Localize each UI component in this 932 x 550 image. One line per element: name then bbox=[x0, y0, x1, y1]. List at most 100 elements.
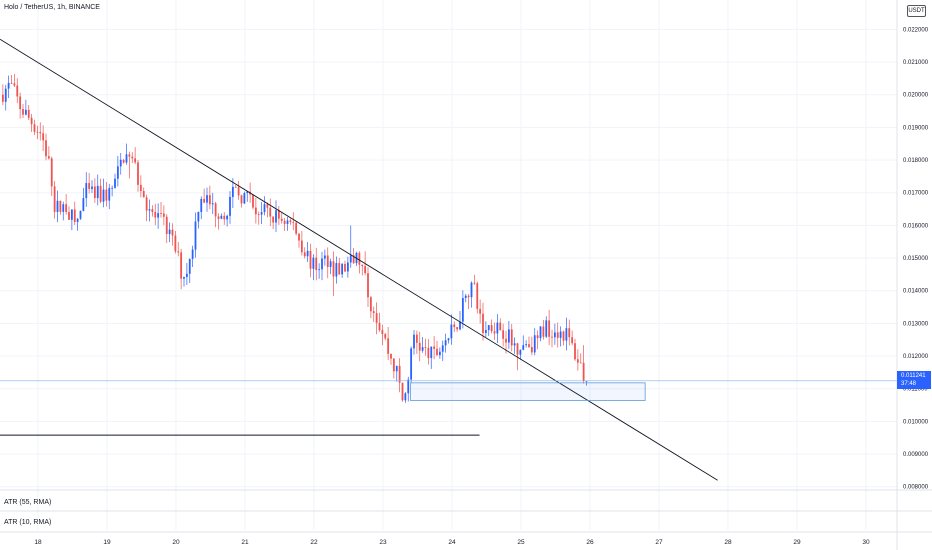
candle-body bbox=[263, 204, 266, 213]
candle-body bbox=[318, 269, 321, 271]
candle-body bbox=[303, 252, 306, 257]
candle-body bbox=[50, 158, 53, 187]
candle-body bbox=[332, 261, 335, 277]
candle-body bbox=[361, 264, 364, 267]
candle-body bbox=[91, 186, 93, 189]
candle-body bbox=[257, 214, 260, 216]
candle-body bbox=[312, 257, 315, 269]
candle-body bbox=[246, 191, 249, 194]
chart-title: Holo / TetherUS, 1h, BINANCE bbox=[4, 4, 100, 11]
candle-body bbox=[309, 250, 312, 269]
x-tick-label: 22 bbox=[310, 539, 318, 546]
candle-body bbox=[59, 200, 62, 212]
candle-body bbox=[473, 282, 476, 284]
candle-body bbox=[461, 298, 464, 322]
candle-body bbox=[122, 159, 125, 163]
candle-body bbox=[533, 335, 536, 353]
candle-body bbox=[53, 186, 56, 212]
candle-body bbox=[395, 365, 398, 372]
candle-body bbox=[157, 213, 160, 218]
candle-body bbox=[576, 359, 579, 363]
x-tick-label: 21 bbox=[241, 539, 249, 546]
candle-body bbox=[56, 200, 59, 212]
candle-body bbox=[528, 344, 530, 348]
indicator-label-atr-55[interactable]: ATR (55, RMA) bbox=[4, 499, 52, 506]
candle-body bbox=[226, 215, 229, 220]
candle-body bbox=[4, 88, 7, 102]
candle-body bbox=[96, 185, 99, 199]
y-tick-label: 0.018000 bbox=[903, 158, 929, 164]
candle-body bbox=[36, 131, 39, 133]
candle-body bbox=[447, 338, 450, 341]
candle-body bbox=[384, 334, 387, 339]
y-tick-label: 0.017000 bbox=[903, 191, 929, 197]
candle-body bbox=[30, 117, 33, 125]
x-tick-label: 25 bbox=[517, 539, 525, 546]
y-tick-label: 0.008000 bbox=[903, 485, 929, 491]
candle-body bbox=[444, 340, 447, 346]
y-tick-label: 0.022000 bbox=[903, 27, 929, 33]
candle-body bbox=[188, 258, 191, 274]
y-tick-label: 0.011000 bbox=[903, 387, 928, 393]
candle-body bbox=[582, 362, 585, 381]
candle-body bbox=[571, 337, 574, 344]
candle-body bbox=[111, 187, 114, 189]
candle-body bbox=[42, 133, 45, 141]
candle-body bbox=[33, 124, 36, 132]
candle-body bbox=[16, 85, 19, 97]
candle-body bbox=[298, 233, 300, 241]
candle-body bbox=[346, 262, 349, 272]
candle-body bbox=[536, 335, 539, 339]
indicator-label-atr-10[interactable]: ATR (10, RMA) bbox=[4, 519, 52, 526]
candle-body bbox=[62, 204, 65, 212]
candle-body bbox=[300, 240, 303, 253]
x-tick-label: 28 bbox=[724, 539, 732, 546]
y-tick-label: 0.020000 bbox=[903, 93, 929, 99]
candle-body bbox=[450, 324, 453, 339]
candle-body bbox=[505, 338, 507, 343]
candle-body bbox=[7, 82, 10, 89]
candle-body bbox=[203, 198, 206, 203]
candlestick-series bbox=[1, 74, 588, 403]
candle-body bbox=[165, 216, 168, 235]
candle-body bbox=[197, 212, 200, 222]
candle-body bbox=[574, 343, 576, 360]
candle-body bbox=[39, 132, 42, 134]
candle-body bbox=[177, 251, 180, 253]
candle-body bbox=[459, 321, 461, 330]
candle-body bbox=[496, 322, 499, 334]
candle-body bbox=[180, 252, 183, 279]
candle-body bbox=[191, 249, 194, 259]
candle-body bbox=[240, 195, 243, 204]
candle-body bbox=[372, 311, 375, 314]
candle-body bbox=[407, 379, 410, 394]
candle-body bbox=[579, 362, 582, 364]
candle-body bbox=[102, 189, 105, 202]
candle-body bbox=[237, 187, 240, 196]
candle-body bbox=[174, 235, 177, 252]
candle-body bbox=[119, 159, 122, 167]
candle-body bbox=[131, 156, 134, 159]
quote-currency-badge[interactable]: USDT bbox=[907, 5, 926, 17]
candle-body bbox=[88, 183, 91, 189]
candle-body bbox=[565, 328, 568, 341]
candle-body bbox=[413, 334, 415, 349]
candle-body bbox=[206, 195, 208, 203]
candle-countdown: 37:48 bbox=[901, 381, 917, 387]
drawing-overlay bbox=[0, 38, 897, 481]
candle-body bbox=[160, 213, 162, 214]
candle-body bbox=[410, 348, 413, 380]
candle-body bbox=[114, 178, 116, 188]
y-tick-label: 0.014000 bbox=[903, 289, 929, 295]
candle-body bbox=[387, 338, 390, 354]
candle-body bbox=[418, 342, 421, 351]
candle-body bbox=[45, 140, 47, 157]
candle-body bbox=[70, 209, 73, 220]
candle-body bbox=[484, 330, 487, 334]
candle-body bbox=[499, 322, 502, 331]
candle-body bbox=[424, 347, 427, 348]
candle-body bbox=[76, 218, 79, 222]
candle-body bbox=[516, 343, 519, 355]
current-price-tag: 0.011241 37:48 bbox=[897, 371, 931, 389]
